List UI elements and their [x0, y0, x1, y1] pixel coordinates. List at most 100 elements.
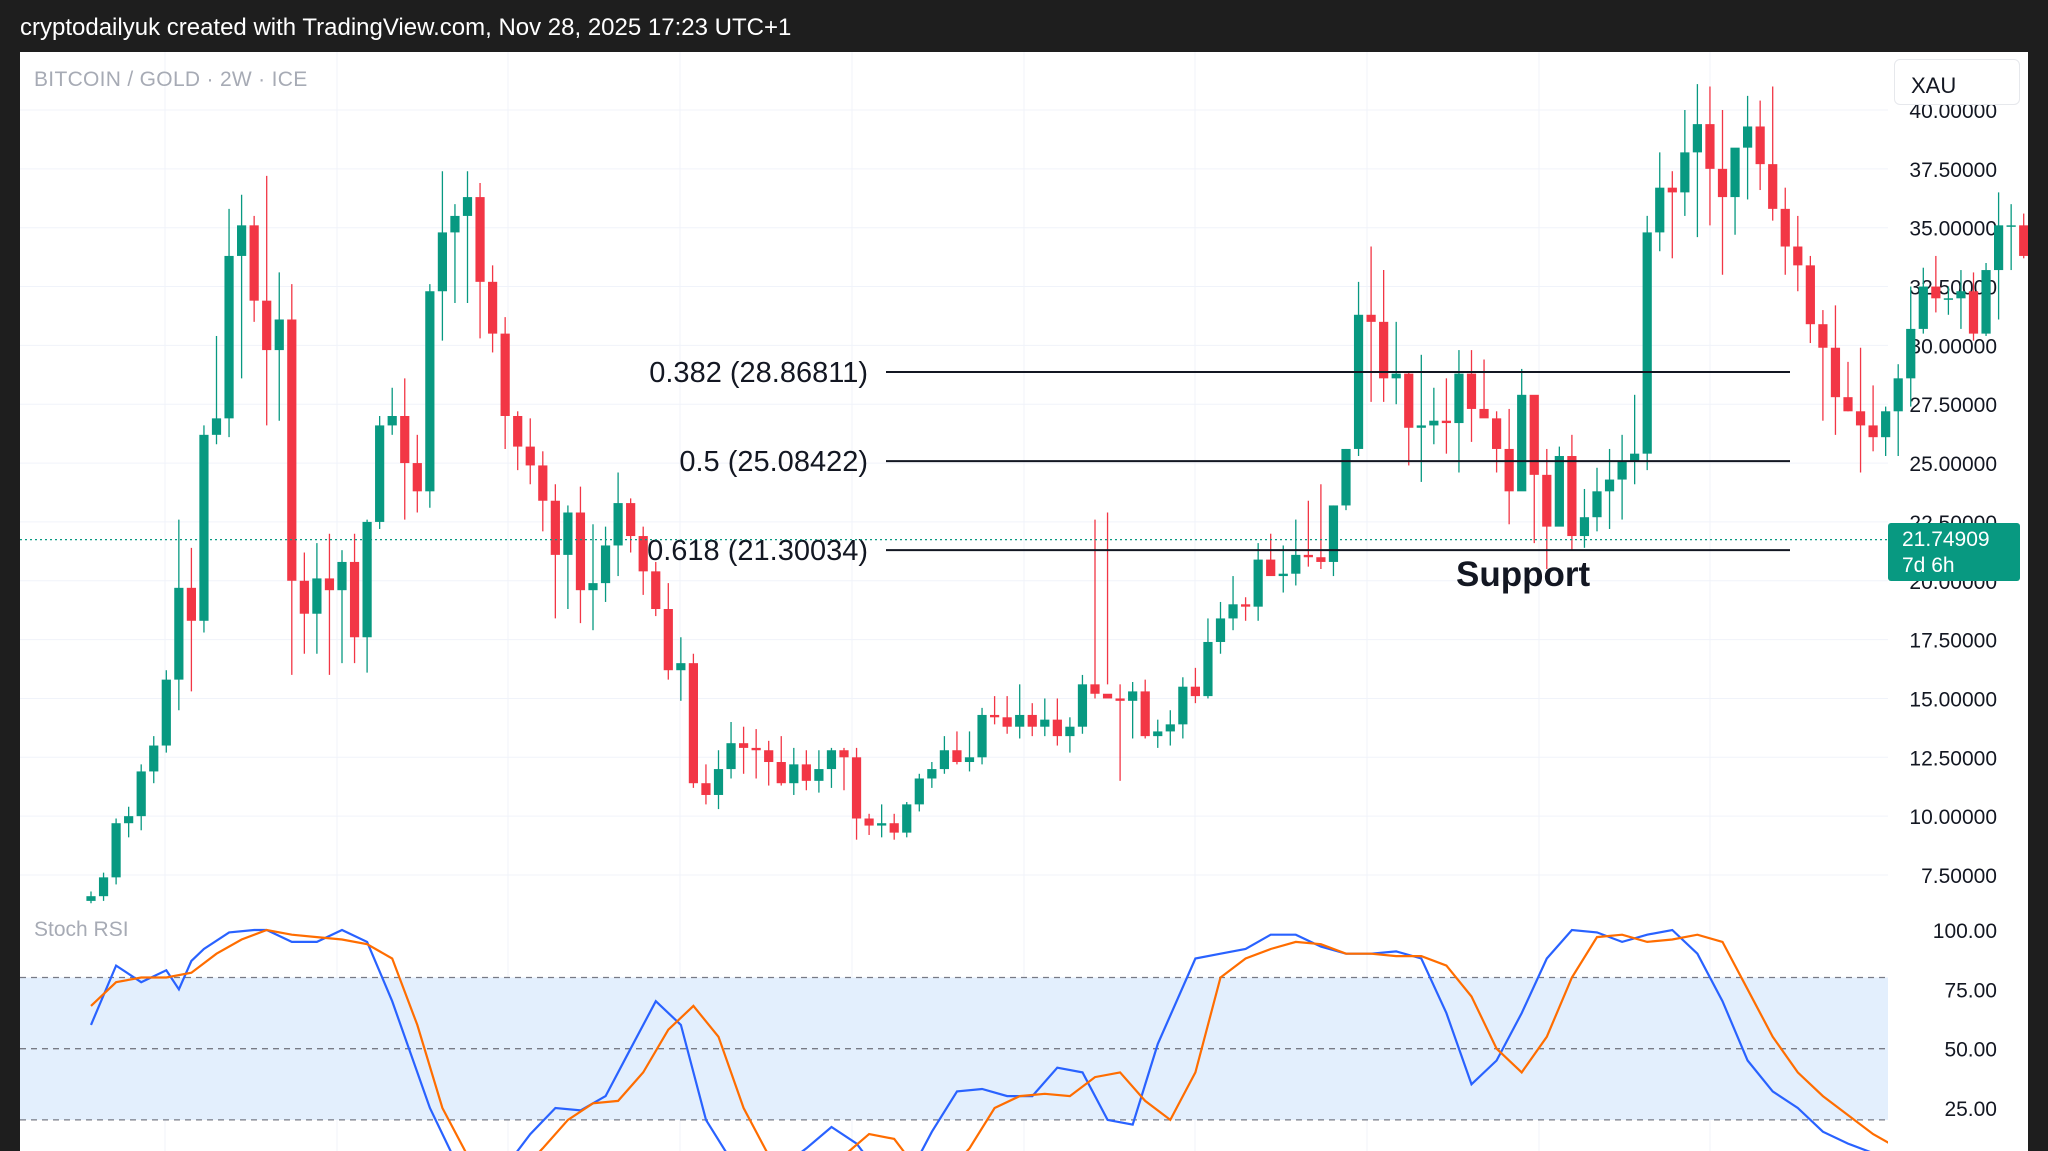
candle — [1768, 86, 1778, 221]
candle — [1755, 100, 1765, 191]
candle — [1115, 684, 1125, 781]
candle — [826, 747, 837, 788]
candle-body — [1153, 731, 1163, 737]
candle-body — [362, 521, 372, 638]
candle — [437, 171, 447, 341]
candle — [1818, 310, 1828, 421]
candle — [1554, 446, 1564, 527]
candle-body — [1391, 373, 1401, 379]
candle — [851, 747, 862, 840]
candle — [375, 416, 385, 529]
candle-body — [1379, 321, 1389, 379]
candle-body — [801, 764, 811, 781]
candle-body — [902, 804, 912, 833]
candle-body — [1692, 124, 1702, 153]
candle — [1479, 359, 1489, 419]
fib-levels: 0.382 (28.86811) 0.5 (25.08422) 0.618 (21.… — [647, 357, 1790, 567]
candle-body — [1680, 152, 1690, 193]
candle — [1077, 674, 1088, 734]
candle-body — [1328, 505, 1339, 562]
candle-body — [1630, 453, 1640, 461]
candle-body — [1228, 604, 1238, 619]
candle-body — [1855, 411, 1866, 426]
candle — [387, 387, 397, 435]
candle-body — [1994, 225, 2004, 271]
candle — [1642, 215, 1652, 471]
candle-body — [488, 281, 498, 334]
candle — [1002, 696, 1012, 734]
currency-button[interactable]: XAU — [1894, 59, 2020, 105]
candle — [525, 418, 535, 485]
candle — [751, 729, 761, 779]
candle — [1441, 378, 1451, 454]
candle — [1579, 488, 1590, 548]
candle — [124, 806, 134, 838]
candle-body — [1303, 554, 1313, 558]
candle — [186, 547, 196, 692]
candle-body — [1768, 164, 1778, 209]
candle-body — [1604, 479, 1615, 492]
candle-body — [2019, 225, 2028, 256]
candle-body — [939, 750, 949, 770]
candle-body — [287, 319, 297, 581]
candle-body — [1404, 373, 1414, 428]
candle — [676, 637, 686, 701]
candle — [1328, 505, 1339, 577]
candle-body — [1466, 373, 1477, 409]
candle-body — [1818, 324, 1828, 348]
candle-body — [638, 536, 648, 572]
price-tick-label: 17.50000 — [1909, 630, 1997, 653]
candle-body — [588, 583, 598, 591]
candle-body — [186, 587, 196, 621]
stoch-rsi-tick-label: 50.00 — [1944, 1039, 1997, 1062]
candle — [1918, 267, 1928, 334]
candle — [1931, 255, 1941, 313]
candle — [1153, 719, 1163, 748]
candle — [337, 550, 347, 664]
candles — [86, 84, 2028, 904]
candle-body — [701, 783, 711, 795]
candle-body — [1881, 411, 1891, 438]
candle-body — [851, 757, 862, 819]
candle-body — [2006, 225, 2016, 227]
candle-body — [161, 679, 171, 746]
candle-body — [437, 232, 447, 292]
candle-body — [1592, 491, 1602, 518]
candle — [400, 378, 410, 520]
candle — [814, 750, 824, 793]
candle-body — [249, 225, 259, 301]
candle-body — [1291, 554, 1301, 574]
candle-body — [387, 416, 397, 426]
candle-body — [400, 416, 410, 464]
candle-body — [1065, 726, 1075, 737]
candle-body — [274, 319, 284, 351]
candle-body — [877, 823, 887, 826]
candle-body — [575, 512, 586, 591]
candle-body — [1241, 604, 1251, 607]
candle — [952, 731, 962, 765]
candle-body — [1115, 698, 1125, 701]
candle — [877, 804, 887, 838]
candle — [1517, 368, 1527, 492]
chart-canvas[interactable]: 7.50000 10.00000 12.50000 15.00000 17.50000 2… — [20, 52, 2028, 1151]
candle-body — [375, 425, 385, 522]
candle — [1303, 500, 1313, 567]
candle-body — [111, 823, 121, 878]
candle — [1780, 187, 1790, 275]
candle-body — [1040, 719, 1050, 727]
candle-body — [1353, 314, 1364, 449]
candle — [1793, 215, 1803, 292]
candle-body — [1128, 691, 1138, 701]
candle-body — [412, 463, 422, 492]
candle — [1529, 394, 1539, 544]
candle — [902, 802, 912, 838]
bar-countdown: 7d 6h — [1902, 554, 1955, 577]
candle — [1567, 434, 1577, 551]
candle — [550, 484, 560, 619]
candle-body — [525, 446, 535, 466]
candle — [1743, 95, 1753, 200]
candle-body — [224, 255, 234, 419]
candle — [776, 736, 786, 786]
stoch-rsi-tick-label: 75.00 — [1944, 979, 1997, 1002]
candle-body — [990, 714, 1000, 718]
